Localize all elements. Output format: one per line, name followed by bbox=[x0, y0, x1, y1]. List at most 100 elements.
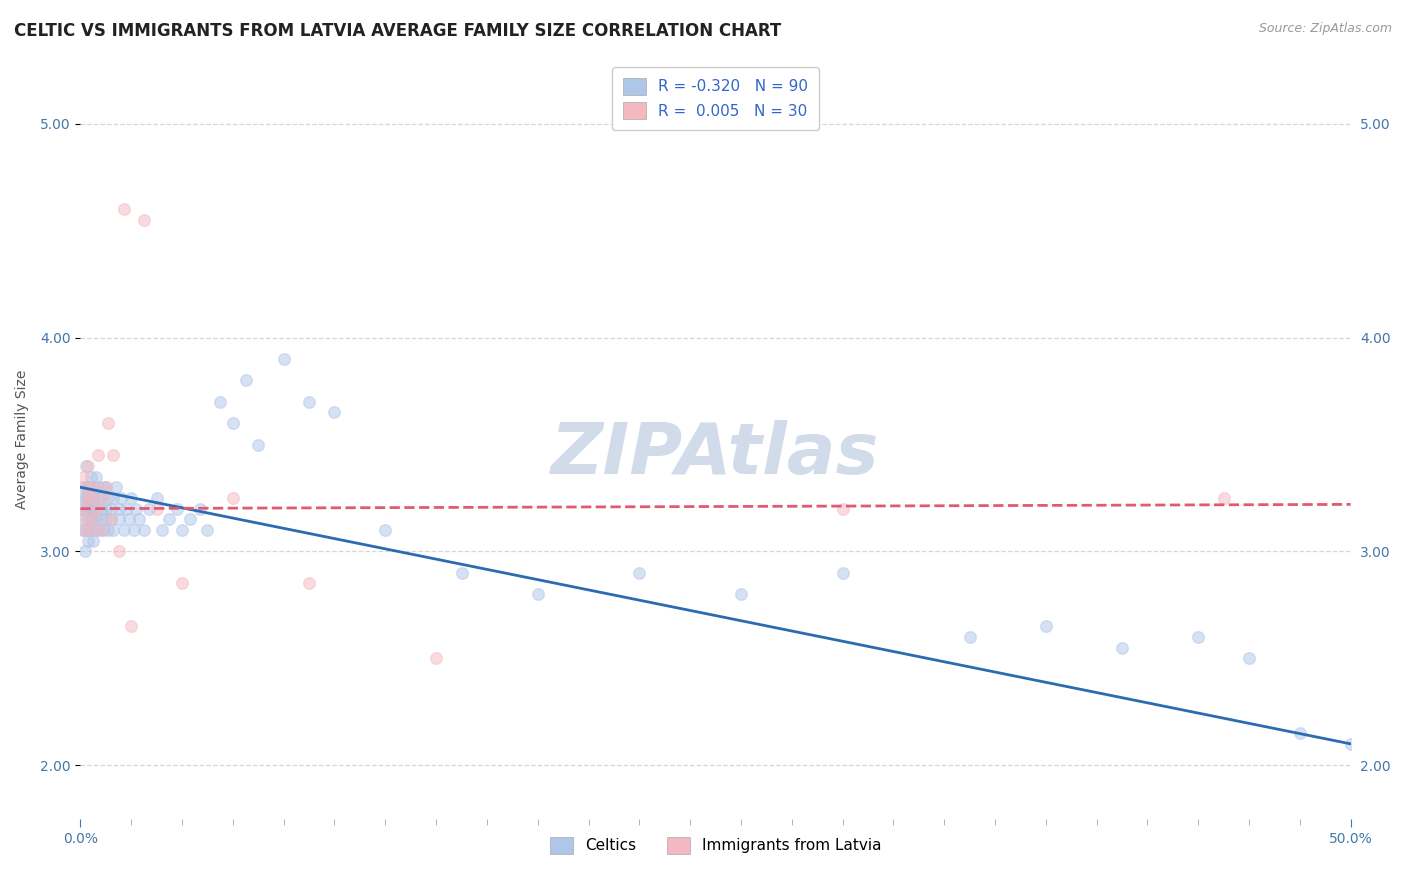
Point bbox=[79, 523, 101, 537]
Point bbox=[73, 544, 96, 558]
Point bbox=[197, 523, 219, 537]
Point bbox=[166, 501, 188, 516]
Point bbox=[132, 523, 155, 537]
Point bbox=[132, 213, 155, 227]
Point bbox=[235, 373, 257, 387]
Point bbox=[170, 576, 193, 591]
Point bbox=[90, 523, 112, 537]
Point bbox=[79, 512, 101, 526]
Point bbox=[120, 619, 142, 633]
Point bbox=[1237, 651, 1260, 665]
Point bbox=[100, 512, 122, 526]
Point bbox=[79, 469, 101, 483]
Point bbox=[1212, 491, 1234, 505]
Point bbox=[730, 587, 752, 601]
Point bbox=[84, 523, 107, 537]
Point bbox=[72, 523, 94, 537]
Point bbox=[90, 512, 112, 526]
Point bbox=[831, 501, 853, 516]
Point bbox=[77, 458, 100, 473]
Point bbox=[87, 491, 110, 505]
Point bbox=[77, 523, 100, 537]
Point bbox=[82, 533, 104, 548]
Point bbox=[273, 351, 295, 366]
Point bbox=[87, 448, 110, 462]
Point bbox=[425, 651, 447, 665]
Point bbox=[79, 523, 101, 537]
Point bbox=[125, 501, 148, 516]
Point bbox=[77, 512, 100, 526]
Point bbox=[107, 544, 129, 558]
Point bbox=[72, 523, 94, 537]
Point bbox=[79, 491, 101, 505]
Point bbox=[75, 458, 97, 473]
Point bbox=[103, 448, 125, 462]
Point bbox=[82, 512, 104, 526]
Point bbox=[77, 533, 100, 548]
Point bbox=[298, 576, 321, 591]
Point bbox=[122, 523, 145, 537]
Point bbox=[179, 512, 201, 526]
Point bbox=[72, 469, 94, 483]
Point bbox=[94, 480, 117, 494]
Point bbox=[120, 491, 142, 505]
Point bbox=[1187, 630, 1209, 644]
Point bbox=[100, 501, 122, 516]
Point bbox=[138, 501, 160, 516]
Point bbox=[94, 512, 117, 526]
Text: ZIPAtlas: ZIPAtlas bbox=[551, 420, 880, 489]
Point bbox=[75, 491, 97, 505]
Point bbox=[77, 491, 100, 505]
Point bbox=[73, 491, 96, 505]
Point bbox=[209, 394, 232, 409]
Point bbox=[150, 523, 173, 537]
Point bbox=[103, 523, 125, 537]
Point bbox=[157, 512, 180, 526]
Point bbox=[1111, 640, 1133, 655]
Point bbox=[94, 480, 117, 494]
Point bbox=[97, 491, 120, 505]
Point bbox=[100, 512, 122, 526]
Point bbox=[84, 469, 107, 483]
Point bbox=[79, 491, 101, 505]
Point bbox=[959, 630, 981, 644]
Point bbox=[79, 480, 101, 494]
Point bbox=[323, 405, 346, 419]
Point bbox=[1035, 619, 1057, 633]
Point bbox=[90, 501, 112, 516]
Point bbox=[97, 416, 120, 430]
Point bbox=[72, 512, 94, 526]
Point bbox=[82, 480, 104, 494]
Point bbox=[222, 491, 245, 505]
Point bbox=[107, 512, 129, 526]
Point bbox=[112, 523, 135, 537]
Point bbox=[145, 501, 167, 516]
Point bbox=[188, 501, 211, 516]
Point bbox=[82, 480, 104, 494]
Point bbox=[77, 501, 100, 516]
Point bbox=[82, 491, 104, 505]
Point bbox=[97, 523, 120, 537]
Y-axis label: Average Family Size: Average Family Size bbox=[15, 369, 30, 508]
Point bbox=[170, 523, 193, 537]
Text: CELTIC VS IMMIGRANTS FROM LATVIA AVERAGE FAMILY SIZE CORRELATION CHART: CELTIC VS IMMIGRANTS FROM LATVIA AVERAGE… bbox=[14, 22, 782, 40]
Point bbox=[91, 480, 114, 494]
Point bbox=[247, 437, 270, 451]
Text: Source: ZipAtlas.com: Source: ZipAtlas.com bbox=[1258, 22, 1392, 36]
Point bbox=[91, 523, 114, 537]
Point bbox=[222, 416, 245, 430]
Point bbox=[87, 523, 110, 537]
Point bbox=[105, 480, 128, 494]
Point bbox=[76, 480, 98, 494]
Point bbox=[84, 501, 107, 516]
Point bbox=[128, 512, 150, 526]
Point bbox=[115, 501, 138, 516]
Point bbox=[75, 523, 97, 537]
Point bbox=[112, 202, 135, 217]
Point bbox=[1288, 726, 1310, 740]
Point bbox=[82, 501, 104, 516]
Legend: Celtics, Immigrants from Latvia: Celtics, Immigrants from Latvia bbox=[538, 826, 891, 864]
Point bbox=[75, 480, 97, 494]
Point bbox=[628, 566, 651, 580]
Point bbox=[70, 501, 93, 516]
